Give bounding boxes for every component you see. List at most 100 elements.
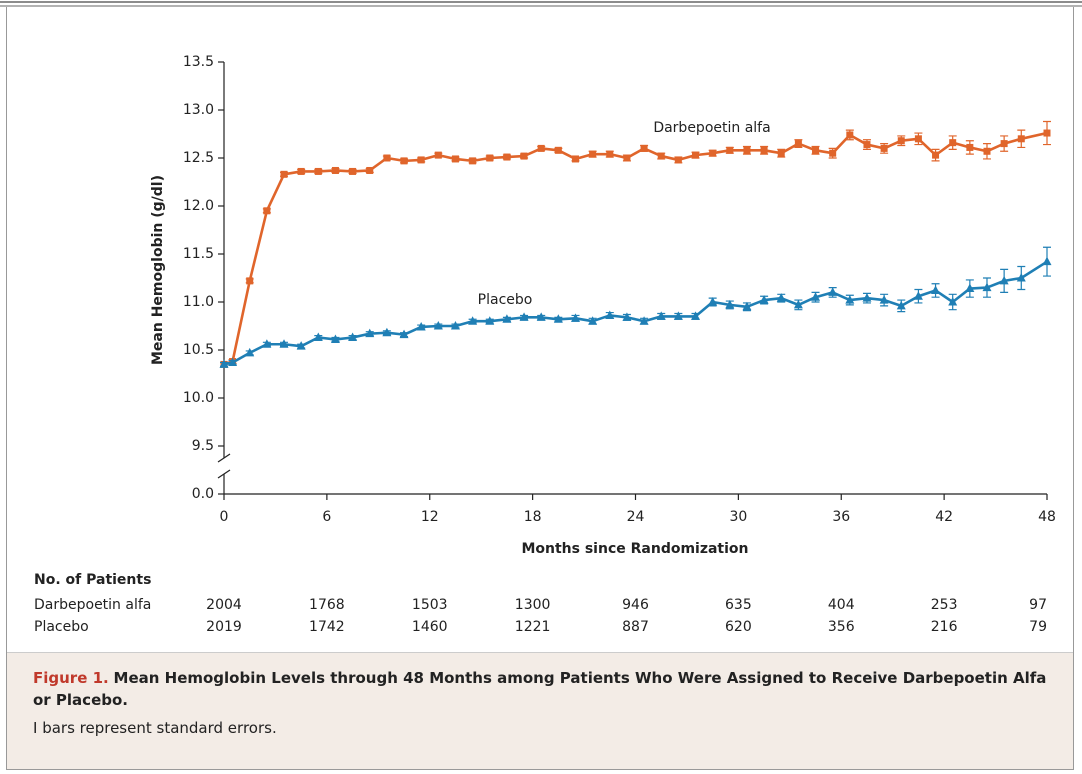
point xyxy=(743,146,751,154)
x-tick-label: 24 xyxy=(627,509,645,525)
table-cell: 620 xyxy=(725,619,752,635)
point xyxy=(219,359,229,368)
y-tick-label: 9.5 xyxy=(192,438,214,454)
series-label: Placebo xyxy=(478,292,533,308)
y-tick-label: 12.0 xyxy=(183,198,214,214)
table-cell: 1742 xyxy=(309,619,345,635)
point xyxy=(862,293,872,302)
table-cell: 2004 xyxy=(206,597,242,613)
table-cell: 1768 xyxy=(309,597,345,613)
table-title: No. of Patients xyxy=(34,572,151,588)
y-tick-label: 12.5 xyxy=(183,150,214,166)
table-cell: 1221 xyxy=(515,619,551,635)
point xyxy=(708,297,718,306)
table-row-label: Darbepoetin alfa xyxy=(34,597,151,613)
axis-break xyxy=(217,453,231,463)
point xyxy=(879,295,889,304)
point xyxy=(726,146,734,154)
figure-frame xyxy=(6,7,1074,770)
point xyxy=(450,321,460,330)
x-tick-label: 12 xyxy=(421,509,439,525)
point xyxy=(845,295,855,304)
table-cell: 946 xyxy=(622,597,649,613)
point xyxy=(313,332,323,342)
y-tick-label: 13.5 xyxy=(183,54,214,70)
point xyxy=(280,170,288,178)
point xyxy=(965,283,975,293)
point xyxy=(433,321,443,330)
caption-note: I bars represent standard errors. xyxy=(33,719,277,737)
y-tick-label: 13.0 xyxy=(183,102,214,118)
point xyxy=(829,149,837,157)
point xyxy=(262,339,272,348)
series xyxy=(220,120,1051,368)
point xyxy=(451,155,459,163)
point xyxy=(983,147,991,155)
point xyxy=(709,149,717,157)
axis-break xyxy=(217,469,231,479)
point xyxy=(570,313,580,322)
point xyxy=(777,149,785,157)
table-cell: 887 xyxy=(622,619,649,635)
point xyxy=(760,146,768,154)
point xyxy=(828,287,838,296)
y-tick-label: 11.5 xyxy=(183,246,214,262)
point xyxy=(623,154,631,162)
series-label: Darbepoetin alfa xyxy=(653,120,770,136)
x-axis-title: Months since Randomization xyxy=(521,541,748,557)
point xyxy=(553,314,563,323)
point xyxy=(812,146,820,154)
point xyxy=(417,156,425,164)
table-cell: 1503 xyxy=(412,597,448,613)
point xyxy=(606,150,614,158)
point xyxy=(520,152,528,160)
point xyxy=(228,357,238,366)
series-line xyxy=(223,131,1048,366)
table-cell: 253 xyxy=(931,597,958,613)
point xyxy=(880,144,888,152)
table-cell: 2019 xyxy=(206,619,242,635)
point xyxy=(536,312,546,321)
series-line xyxy=(223,260,1048,366)
point xyxy=(296,341,306,350)
point xyxy=(468,316,478,325)
point xyxy=(691,311,701,320)
point xyxy=(999,275,1009,285)
x-tick-label: 36 xyxy=(832,509,850,525)
point xyxy=(656,311,666,320)
point xyxy=(640,144,648,152)
table-cell: 97 xyxy=(1029,597,1047,613)
table-cell: 635 xyxy=(725,597,752,613)
point xyxy=(1017,135,1025,143)
point xyxy=(366,166,374,174)
series xyxy=(219,246,1052,368)
point xyxy=(245,347,255,357)
chart: Mean Hemoglobin (g/dl) Months since Rand… xyxy=(0,1,1082,635)
point xyxy=(863,141,871,149)
point xyxy=(966,143,974,151)
table-cell: 79 xyxy=(1029,619,1047,635)
y-axis-title: Mean Hemoglobin (g/dl) xyxy=(150,175,166,365)
point xyxy=(811,292,821,301)
point xyxy=(932,151,940,159)
point xyxy=(365,328,375,338)
point xyxy=(503,153,511,161)
point xyxy=(674,156,682,164)
point xyxy=(314,167,322,175)
point xyxy=(434,151,442,159)
point xyxy=(485,316,495,325)
x-tick-label: 6 xyxy=(322,509,331,525)
point xyxy=(896,300,906,310)
point xyxy=(486,154,494,162)
x-tick-label: 42 xyxy=(935,509,953,525)
x-tick-label: 0 xyxy=(220,509,229,525)
point xyxy=(349,167,357,175)
caption-title: Mean Hemoglobin Levels through 48 Months… xyxy=(33,669,1047,709)
point xyxy=(692,151,700,159)
x-tick-label: 30 xyxy=(729,509,747,525)
point xyxy=(279,339,289,348)
point xyxy=(897,137,905,145)
point xyxy=(571,155,579,163)
point xyxy=(246,277,254,285)
caption-label: Figure 1. xyxy=(33,669,109,687)
